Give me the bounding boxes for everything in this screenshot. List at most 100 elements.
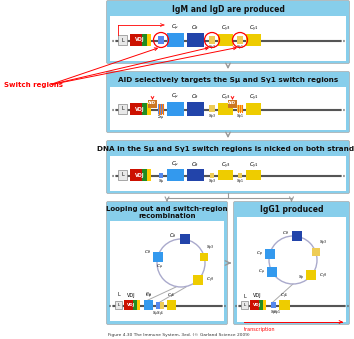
Bar <box>158 104 164 114</box>
Bar <box>312 248 320 256</box>
Bar <box>263 300 266 310</box>
Text: VDJ: VDJ <box>253 303 261 307</box>
Text: L: L <box>118 303 120 307</box>
Bar <box>133 300 137 310</box>
Text: $S_\mu S_{\gamma1}$: $S_\mu S_{\gamma1}$ <box>152 310 164 318</box>
Bar <box>110 221 224 321</box>
Bar <box>292 231 302 241</box>
Text: $C_\mu$: $C_\mu$ <box>258 267 265 276</box>
Text: $C_\mu$: $C_\mu$ <box>171 23 179 33</box>
Bar <box>193 275 203 285</box>
FancyBboxPatch shape <box>107 140 349 194</box>
Text: $C_{\gamma1}$: $C_{\gamma1}$ <box>280 292 289 300</box>
Bar <box>241 301 248 309</box>
Text: L: L <box>244 303 246 307</box>
Bar <box>187 169 204 181</box>
Text: IgG1 produced: IgG1 produced <box>260 205 323 215</box>
Text: $C_\mu$: $C_\mu$ <box>171 92 179 102</box>
Text: $S_{\gamma3}$: $S_{\gamma3}$ <box>206 243 215 252</box>
Bar <box>246 34 261 46</box>
Bar <box>167 169 184 181</box>
Bar <box>238 173 242 178</box>
Bar <box>130 103 142 115</box>
Bar <box>158 36 164 44</box>
Text: L: L <box>121 106 124 112</box>
Text: $C_\delta$: $C_\delta$ <box>192 93 200 101</box>
Text: $C_{\gamma1}$: $C_{\gamma1}$ <box>249 24 258 34</box>
Bar <box>144 300 153 310</box>
Text: $C_{\gamma3}$: $C_{\gamma3}$ <box>206 276 215 284</box>
Text: $C_\mu$: $C_\mu$ <box>171 160 179 170</box>
Text: $C_{\gamma3}$: $C_{\gamma3}$ <box>221 24 230 34</box>
Bar <box>110 87 346 130</box>
Bar <box>159 173 163 178</box>
Text: $C_p$: $C_p$ <box>256 250 263 258</box>
Bar <box>228 100 237 108</box>
Text: L: L <box>243 294 246 299</box>
Bar <box>118 104 127 114</box>
FancyBboxPatch shape <box>234 201 349 324</box>
Bar <box>148 100 157 108</box>
Bar <box>237 105 243 112</box>
Bar <box>218 34 233 46</box>
FancyBboxPatch shape <box>107 72 349 133</box>
Bar <box>209 36 215 44</box>
Bar <box>147 103 151 115</box>
Bar <box>110 156 346 191</box>
Text: $S_{\gamma1}$: $S_{\gamma1}$ <box>236 178 244 186</box>
Text: Figure 4.30 The Immune System, 3ed. (© Garland Science 2009): Figure 4.30 The Immune System, 3ed. (© G… <box>108 333 250 337</box>
Bar <box>209 105 215 112</box>
Bar <box>250 300 259 310</box>
Text: VDJ: VDJ <box>253 294 261 299</box>
Bar <box>187 33 204 47</box>
Text: $C_\delta$: $C_\delta$ <box>144 248 151 256</box>
Text: $C_{\gamma1}$: $C_{\gamma1}$ <box>249 161 258 171</box>
Bar <box>142 103 147 115</box>
Text: VDJ: VDJ <box>127 293 135 298</box>
Text: Looping out and switch-region
recombination: Looping out and switch-region recombinat… <box>106 205 228 219</box>
Bar <box>267 267 277 277</box>
Text: VDJ: VDJ <box>135 38 145 42</box>
Bar <box>237 36 243 44</box>
Text: Switch regions: Switch regions <box>4 82 63 88</box>
Text: L: L <box>117 293 120 298</box>
Text: $S_{\gamma1}$: $S_{\gamma1}$ <box>236 113 244 121</box>
Text: $S_p$: $S_p$ <box>298 274 305 282</box>
Bar <box>200 253 208 261</box>
Text: $C_{\gamma1}$: $C_{\gamma1}$ <box>167 292 176 300</box>
Bar <box>265 249 275 259</box>
Bar <box>115 301 122 309</box>
Bar <box>167 33 184 47</box>
Bar <box>147 34 151 46</box>
Bar <box>246 170 261 180</box>
Text: $C_{\gamma1}$: $C_{\gamma1}$ <box>249 93 258 103</box>
Text: AID selectively targets the Sμ and Sγ1 switch regions: AID selectively targets the Sμ and Sγ1 s… <box>118 77 338 83</box>
Text: $C_\mu$: $C_\mu$ <box>145 291 152 299</box>
Bar <box>259 300 263 310</box>
Text: $S_{\gamma3}$: $S_{\gamma3}$ <box>208 178 216 186</box>
Text: $C_{\gamma3}$: $C_{\gamma3}$ <box>221 161 230 171</box>
FancyBboxPatch shape <box>107 0 349 63</box>
Bar <box>237 217 346 322</box>
Text: IgM and IgD are produced: IgM and IgD are produced <box>172 4 284 14</box>
Bar <box>180 234 190 244</box>
Text: $C_{\gamma3}$: $C_{\gamma3}$ <box>221 93 230 103</box>
Text: $S_{\gamma3}$: $S_{\gamma3}$ <box>208 113 216 121</box>
Text: $C_\delta$: $C_\delta$ <box>282 230 289 237</box>
Bar <box>137 300 140 310</box>
Text: transcription: transcription <box>244 326 275 332</box>
Text: $C_\mu$: $C_\mu$ <box>145 292 152 300</box>
Text: $C_\mu$: $C_\mu$ <box>156 262 163 271</box>
Bar <box>167 300 176 310</box>
Text: $C_\delta$: $C_\delta$ <box>192 23 200 33</box>
Bar <box>130 169 142 181</box>
Bar <box>147 169 151 181</box>
Bar <box>306 271 316 280</box>
Bar <box>130 34 142 46</box>
Bar <box>218 103 233 115</box>
Text: $S_{\gamma1}$: $S_{\gamma1}$ <box>236 43 244 53</box>
Bar <box>118 170 127 180</box>
Text: $C_\delta$: $C_\delta$ <box>192 161 200 170</box>
Text: $S_\mu$: $S_\mu$ <box>158 113 165 123</box>
Bar <box>187 102 204 116</box>
